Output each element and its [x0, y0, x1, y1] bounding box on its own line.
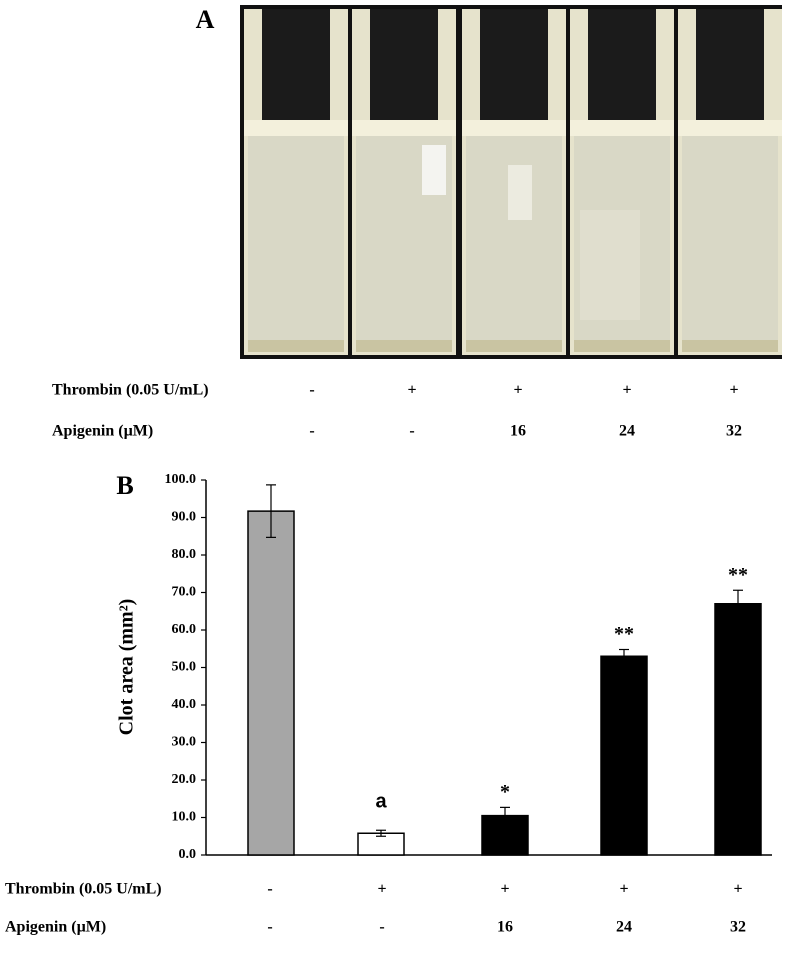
bar [247, 510, 295, 856]
meniscus [244, 120, 348, 136]
liquid [682, 136, 778, 346]
tube-bottom [574, 340, 670, 352]
bar [481, 814, 529, 856]
tube-photo [240, 5, 782, 359]
row-cell: 32 [726, 423, 742, 440]
tube-bottom [466, 340, 562, 352]
row-cell: + [500, 881, 509, 898]
panel-label: A [196, 5, 215, 34]
y-tick-label: 20.0 [172, 772, 197, 787]
y-tick-label: 10.0 [172, 810, 197, 825]
tube-cap [480, 9, 548, 127]
error-bar [619, 648, 629, 664]
tube-bottom [682, 340, 778, 352]
liquid [248, 136, 344, 346]
meniscus [678, 120, 782, 136]
row-cell: + [622, 382, 631, 399]
row-cell: 16 [510, 423, 526, 440]
row-cell: 32 [730, 919, 746, 936]
tube-bottom [356, 340, 452, 352]
y-tick-label: 30.0 [172, 735, 197, 750]
y-tick-label: 100.0 [165, 472, 197, 487]
significance-label: ** [728, 564, 748, 586]
clot [422, 145, 446, 195]
significance-label: * [500, 781, 510, 803]
y-tick-label: 0.0 [179, 847, 197, 862]
clot [580, 210, 640, 320]
row-label: Apigenin (µM) [52, 423, 153, 440]
error-bar [376, 829, 386, 837]
row-label: Thrombin (0.05 U/mL) [52, 382, 209, 399]
row-cell: 24 [619, 423, 635, 440]
tube-cap [370, 9, 438, 127]
row-cell: + [407, 382, 416, 399]
error-bar [266, 484, 276, 538]
row-label: Apigenin (µM) [5, 919, 106, 936]
tube-cap [262, 9, 330, 127]
tube-bottom [248, 340, 344, 352]
row-cell: - [267, 881, 272, 898]
row-label: Thrombin (0.05 U/mL) [5, 881, 162, 898]
clot [508, 165, 532, 220]
y-tick-label: 80.0 [172, 547, 197, 562]
y-tick-label: 70.0 [172, 585, 197, 600]
panel-label: B [116, 471, 133, 500]
row-cell: + [729, 382, 738, 399]
bar [714, 603, 762, 856]
row-cell: - [309, 382, 314, 399]
y-axis-label: Clot area (mm²) [116, 599, 138, 736]
y-tick-label: 50.0 [172, 660, 197, 675]
significance-label: ** [614, 623, 634, 645]
row-cell: - [267, 919, 272, 936]
error-bar [500, 806, 510, 825]
row-cell: + [733, 881, 742, 898]
row-cell: - [309, 423, 314, 440]
error-bar [733, 589, 743, 618]
tube-cap [588, 9, 656, 127]
row-cell: + [619, 881, 628, 898]
y-tick-label: 60.0 [172, 622, 197, 637]
row-cell: 24 [616, 919, 632, 936]
meniscus [462, 120, 566, 136]
bar [600, 655, 648, 856]
tube-cap [696, 9, 764, 127]
y-tick-label: 40.0 [172, 697, 197, 712]
row-cell: - [409, 423, 414, 440]
meniscus [352, 120, 456, 136]
meniscus [570, 120, 674, 136]
row-cell: + [513, 382, 522, 399]
significance-label: a [375, 791, 387, 813]
row-cell: 16 [497, 919, 513, 936]
row-cell: + [377, 881, 386, 898]
y-tick-label: 90.0 [172, 510, 197, 525]
row-cell: - [379, 919, 384, 936]
